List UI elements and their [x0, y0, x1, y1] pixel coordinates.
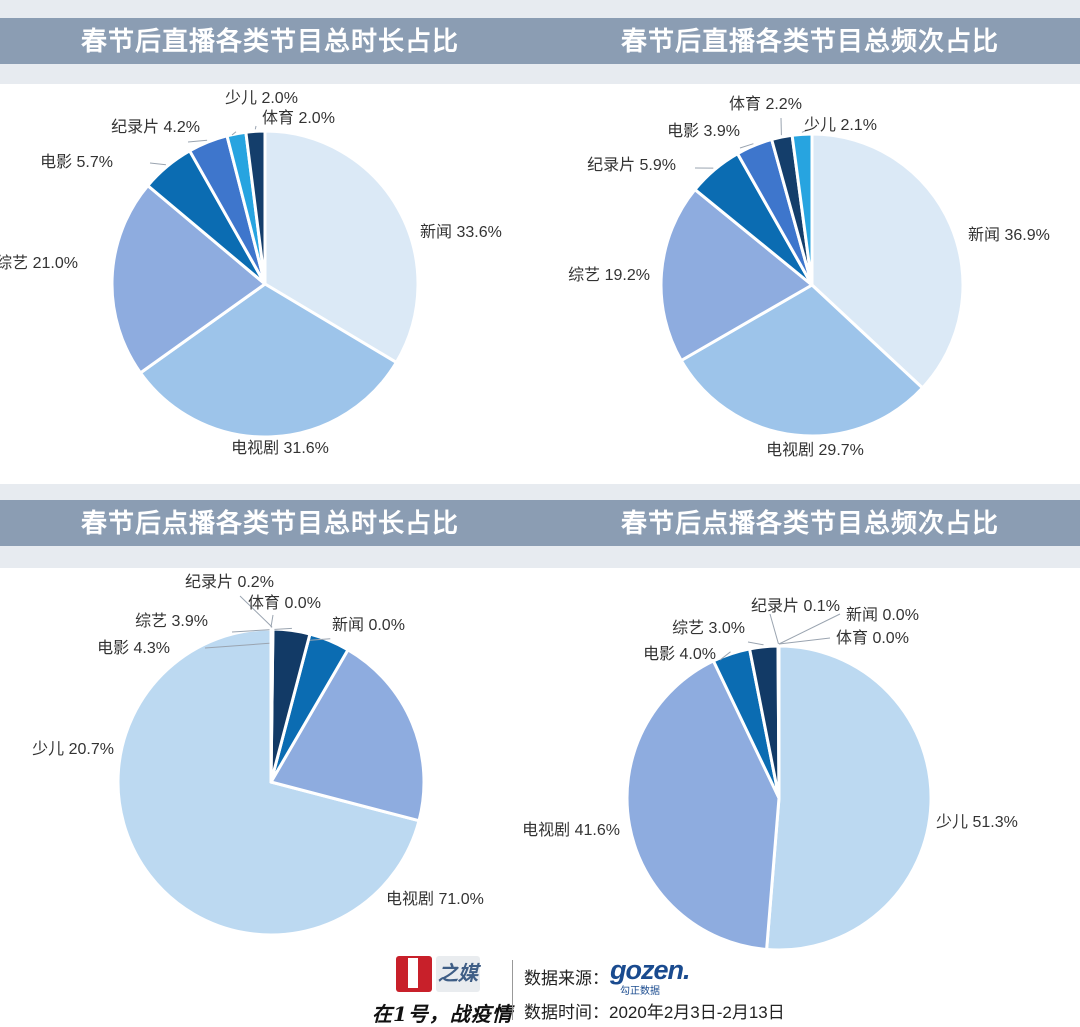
pie1-label-电视剧: 电视剧 31.6% — [231, 439, 329, 457]
pie3-label-综艺: 综艺 3.9% — [135, 612, 208, 630]
time-value: 2020年2月3日-2月13日 — [609, 1003, 785, 1022]
time-label: 数据时间： — [524, 1003, 609, 1022]
pie4-label-综艺: 综艺 3.0% — [672, 619, 745, 637]
pie1-leader-体育 — [255, 126, 256, 129]
pie4-label-体育: 体育 0.0% — [836, 629, 909, 647]
brand-logo-icon — [396, 956, 432, 992]
pie4-label-新闻: 新闻 0.0% — [846, 606, 919, 624]
pie2-label-电影: 电影 3.9% — [667, 122, 740, 140]
pie3-label-体育: 体育 0.0% — [248, 594, 321, 612]
pie4-label-少儿: 少儿 51.3% — [936, 813, 1018, 831]
pie4-slice-少儿 — [767, 646, 931, 950]
data-time: 数据时间：2020年2月3日-2月13日 — [524, 998, 785, 1023]
pie4-slice-纪录片 — [778, 646, 779, 798]
pie3-label-电视剧: 电视剧 71.0% — [386, 890, 484, 908]
pie3-label-少儿: 少儿 20.7% — [32, 740, 114, 758]
pie1-label-电影: 电影 5.7% — [40, 153, 113, 171]
pie1-leader-电影 — [150, 163, 166, 165]
pie3-leader-体育 — [271, 615, 273, 627]
pie2-label-纪录片: 纪录片 5.9% — [587, 156, 676, 174]
pie3-label-新闻: 新闻 0.0% — [332, 616, 405, 634]
pie1-label-新闻: 新闻 33.6% — [420, 223, 502, 241]
pie1-label-少儿: 少儿 2.0% — [225, 89, 298, 107]
pie2-label-体育: 体育 2.2% — [729, 95, 802, 113]
source-label: 数据来源： — [524, 964, 609, 989]
pie2-label-综艺: 综艺 19.2% — [568, 266, 650, 284]
pie4-leader-综艺 — [748, 642, 764, 645]
footer-divider — [512, 960, 513, 1020]
gozen-logo-sub: 勾正数据 — [620, 982, 660, 997]
pie3-label-纪录片: 纪录片 0.2% — [185, 573, 274, 591]
pie4-label-电影: 电影 4.0% — [643, 645, 716, 663]
pie3-label-电影: 电影 4.3% — [97, 639, 170, 657]
pie1-label-体育: 体育 2.0% — [262, 109, 335, 127]
pie1-leader-纪录片 — [188, 140, 207, 142]
brand-logo-side: 之媒 — [436, 956, 480, 992]
slogan: 在1号，战疫情 — [372, 998, 513, 1027]
pie3-slice-纪录片 — [271, 629, 273, 782]
pie2-label-电视剧: 电视剧 29.7% — [766, 441, 864, 459]
pie1-label-综艺: 综艺 21.0% — [0, 254, 78, 272]
pie4-leader-新闻 — [779, 614, 840, 644]
footer: 之媒 在1号，战疫情 数据来源： gozen. 勾正数据 数据时间：2020年2… — [0, 950, 1080, 1026]
pie4-leader-纪录片 — [770, 614, 779, 644]
pie-charts: 新闻 33.6% 电视剧 31.6% 综艺 21.0% 电影 5.7% 纪录片 4.2%… — [0, 0, 1080, 950]
pie2-label-少儿: 少儿 2.1% — [804, 116, 877, 134]
pie2-label-新闻: 新闻 36.9% — [968, 226, 1050, 244]
pie4-leader-体育 — [779, 638, 830, 644]
pie4-label-纪录片: 纪录片 0.1% — [751, 597, 840, 615]
pie4-label-电视剧: 电视剧 41.6% — [522, 821, 620, 839]
pie1-label-纪录片: 纪录片 4.2% — [111, 118, 200, 136]
